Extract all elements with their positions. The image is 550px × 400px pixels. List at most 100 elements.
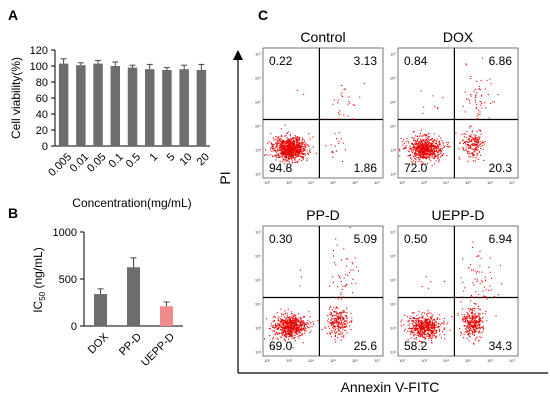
flow-plot-2-point-ll-427	[289, 332, 291, 334]
flow-plot-2-point-ll-582	[286, 321, 288, 323]
flow-plot-2-point-lr-59	[334, 321, 336, 323]
flow-plot-1-point-ll-563	[428, 149, 430, 151]
flow-plot-1-point-ll-57	[408, 150, 410, 152]
flow-plot-1-point-lr-29	[477, 146, 479, 148]
flow-plot-2-point-ll-358	[276, 333, 279, 335]
flow-plot-0-point-ll-694	[291, 141, 293, 143]
flow-plot-0-point-ll-582	[290, 151, 292, 153]
flow-plot-1-point-ll-70	[442, 141, 444, 144]
flow-plot-3-point-lr-185	[466, 326, 468, 328]
flow-plot-0-point-ll-817	[296, 149, 298, 151]
flow-plot-1-point-ll-269	[416, 145, 418, 147]
flow-plot-3-point-ur-3	[484, 296, 486, 298]
flow-plot-3-point-ll-486	[415, 328, 417, 330]
flow-plot-3-point-ll-207	[428, 333, 430, 335]
flow-plot-0-point-ll-773	[282, 148, 284, 150]
flow-plot-1-point-ll-176	[439, 143, 441, 145]
flow-plot-1-point-ll-103	[418, 141, 420, 143]
flow-plot-1-point-ll-48	[419, 135, 421, 137]
flow-plot-2-point-ll-335	[275, 332, 277, 334]
flow-plot-3-point-ll-292	[431, 316, 433, 318]
flow-plot-1-point-lr-181	[477, 140, 479, 142]
flow-plot-3-point-ll-274	[420, 331, 422, 333]
flow-plot-1-point-ll-362	[433, 157, 436, 159]
flow-plot-2-point-lr-93	[339, 317, 341, 319]
flow-plot-0-point-ll-849	[283, 149, 285, 151]
flow-plot-2-point-ll-548	[272, 325, 274, 327]
flow-plot-0-point-ll-528	[269, 148, 272, 150]
flow-plot-1-point-ll-357	[420, 155, 422, 157]
flow-plot-2-point-ll-587	[292, 323, 294, 325]
flow-plot-3-point-ll-388	[412, 331, 414, 333]
flow-plot-1-point-ll-341	[416, 142, 418, 144]
flow-plot-1-point-ll-622	[427, 150, 429, 152]
flow-plot-1-point-ur-16	[470, 75, 472, 77]
flow-plot-3-point-lr-153	[470, 300, 472, 302]
flow-plot-0-point-ll-832	[284, 147, 286, 149]
flow-plot-0-point-ll-353	[295, 150, 297, 152]
flow-plot-0-x-tick-1: 10³	[286, 180, 292, 185]
flow-plot-3-point-ll-413	[417, 324, 419, 326]
flow-plot-2-point-lr-222	[350, 320, 352, 322]
flow-plot-2-point-lr-119	[331, 321, 333, 323]
flow-plot-1-point-ll-246	[429, 139, 431, 141]
flow-plot-1-point-ll-613	[433, 155, 435, 157]
flow-plot-1-point-ll-634	[420, 149, 422, 151]
flow-plot-3-point-ll-340	[433, 323, 435, 325]
flow-plot-1-point-ll-504	[421, 141, 423, 143]
flow-plot-1-point-ll-56	[430, 138, 432, 140]
flow-plot-2-point-ll-150	[298, 326, 301, 328]
flow-plot-3-point-lr-214	[469, 332, 471, 335]
flow-plot-1-point-lr-105	[477, 141, 480, 143]
flow-plot-1-point-lr-57	[473, 139, 475, 141]
flow-plot-2-point-lr-153	[330, 313, 332, 315]
flow-plot-3-point-ll-52	[415, 337, 417, 339]
flow-plot-1-point-ll-327	[424, 134, 426, 136]
flow-plot-0-point-ll-6	[280, 149, 282, 151]
flow-plot-3-point-ll-295	[421, 323, 424, 325]
flow-plot-2-point-ll-497	[302, 316, 304, 318]
flow-plot-3-point-lr-264	[479, 336, 481, 338]
flow-plot-3-point-ll-478	[426, 326, 428, 328]
flow-plot-3-point-ll-417	[429, 324, 431, 326]
flow-plot-0-point-ll-502	[278, 136, 280, 138]
flow-plot-1-point-ll-363	[428, 157, 430, 159]
flow-plot-1-point-ur-44	[467, 98, 469, 100]
flow-plot-1-point-ll-447	[422, 153, 424, 155]
flow-plot-0-point-ll-440	[297, 141, 299, 143]
flow-plot-1-point-ll-88	[428, 151, 430, 153]
flow-plot-1-x-tick-0: 10²	[399, 180, 405, 185]
flow-plot-0-point-ll-761	[302, 158, 304, 160]
flow-plot-0-point-ll-821	[301, 141, 303, 143]
flow-plot-2-point-ll-265	[289, 320, 291, 322]
flow-plot-2-y-tick-1: 10³	[255, 326, 261, 331]
flow-plot-0-point-ll-683	[264, 149, 267, 151]
flow-plot-1-point-ur-42	[488, 117, 490, 119]
flow-plot-1-point-ll-64	[427, 143, 430, 145]
flow-plot-1-point-ll-586	[420, 154, 423, 156]
flow-plot-0-point-ll-851	[293, 154, 295, 156]
flow-plot-3-point-ll-382	[418, 325, 420, 327]
flow-plot-2-point-ll-188	[269, 335, 271, 337]
flow-plot-2-point-lr-11	[342, 326, 344, 328]
flow-plot-1-point-lr-51	[463, 133, 465, 135]
flow-plot-2-point-lr-114	[333, 306, 335, 308]
flow-plot-2-point-ll-558	[280, 320, 283, 322]
flow-plot-3-point-lr-236	[465, 328, 467, 330]
flow-plot-3-point-ll-236	[414, 330, 416, 332]
flow-plot-0-point-ll-459	[281, 147, 283, 149]
flow-plot-1-point-ll-248	[404, 146, 406, 148]
flow-plot-0-point-ll-18	[286, 132, 288, 134]
flow-plot-2-point-lr-165	[334, 329, 336, 331]
flow-plot-1-q-lower-right: 20.3	[489, 161, 513, 175]
flow-plot-2-point-ll-516	[287, 329, 290, 331]
flow-plot-1-point-ll-273	[433, 156, 436, 158]
flow-plot-3-point-lr-293	[472, 326, 474, 328]
flow-plot-3-point-ll-369	[411, 319, 413, 321]
flow-plot-2-point-ll-3	[264, 338, 266, 340]
flow-plot-3-point-lr-292	[472, 308, 474, 310]
flow-plot-1-point-ll-429	[425, 146, 427, 148]
flow-plot-2-point-lr-220	[327, 314, 329, 317]
panel-a-bar-3	[110, 66, 121, 146]
flow-plot-1-point-lr-50	[471, 136, 473, 139]
